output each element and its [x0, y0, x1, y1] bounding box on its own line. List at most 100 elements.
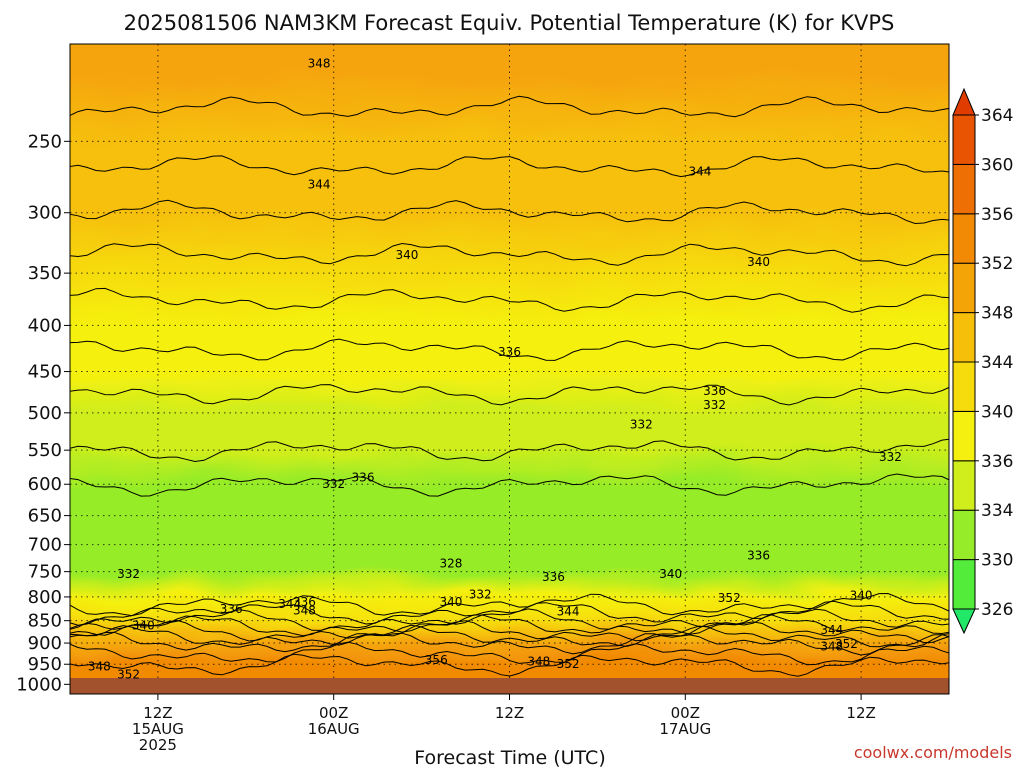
y-tick-label: 300 — [28, 203, 62, 224]
contour-label: 340 — [132, 618, 155, 632]
contour-line — [70, 95, 949, 118]
colorbar-label: 336 — [981, 452, 1013, 472]
contour-label: 352 — [557, 657, 580, 671]
y-tick-label: 500 — [28, 403, 62, 424]
y-tick-label: 450 — [28, 362, 62, 383]
x-tick-label: 00Z — [671, 704, 700, 722]
colorbar-swatch — [952, 213, 976, 264]
contour-label: 336 — [703, 384, 726, 398]
colorbar-swatch — [952, 262, 976, 314]
colorbar-swatch — [952, 410, 976, 462]
y-tick-label: 350 — [28, 263, 62, 284]
y-tick-label: 850 — [28, 611, 62, 632]
contour-label: 340 — [747, 255, 770, 269]
contour-label: 328 — [439, 557, 462, 571]
contour-label: 348 — [293, 603, 316, 617]
contour-line — [70, 287, 949, 313]
contour-line — [70, 155, 949, 178]
contour-line — [70, 338, 949, 361]
y-tick-label: 950 — [28, 654, 62, 675]
contour-label: 344 — [278, 597, 301, 611]
contour-label: 348 — [820, 640, 843, 654]
contour-label: 348 — [527, 654, 550, 668]
contour-label: 340 — [659, 567, 682, 581]
y-tick-label: 700 — [28, 535, 62, 556]
colorbar-label: 334 — [981, 501, 1013, 521]
contour-line — [70, 641, 949, 666]
colorbar-label: 326 — [981, 600, 1013, 620]
y-tick-label: 800 — [28, 587, 62, 608]
contour-label: 332 — [469, 587, 492, 601]
contour-label: 352 — [718, 591, 741, 605]
contour-label: 352 — [835, 637, 858, 651]
credit-text: coolwx.com/models — [854, 743, 1012, 762]
contour-label: 348 — [308, 57, 331, 71]
colorbar-label: 364 — [981, 106, 1013, 126]
y-tick-label: 550 — [28, 440, 62, 461]
contour-label: 336 — [747, 549, 770, 563]
contour-label: 336 — [498, 345, 521, 359]
colorbar-label: 360 — [981, 155, 1013, 175]
colorbar-arrow-high — [952, 87, 976, 116]
contour-line — [70, 600, 949, 626]
x-axis-label: Forecast Time (UTC) — [414, 747, 605, 768]
y-axis: 250 300 350 400 450 500 550 600 650 700 750 800 850 9… — [16, 131, 70, 695]
x-tick-label: 12Z — [846, 704, 875, 722]
colorbar-swatch — [952, 312, 976, 363]
contour-label: 336 — [293, 595, 316, 609]
x-tick-label: 17AUG — [659, 720, 711, 738]
y-tick-label: 650 — [28, 506, 62, 527]
y-tick-label: 600 — [28, 474, 62, 495]
contour-label: 344 — [688, 164, 711, 178]
colorbar: 326 330 334 336 340 344 348 352 356 360 364 — [952, 87, 1013, 635]
y-tick-label: 750 — [28, 562, 62, 583]
colorbar-swatch — [952, 460, 976, 511]
contour-line — [70, 473, 949, 497]
y-tick-label: 1000 — [16, 674, 62, 695]
x-tick-label: 2025 — [139, 736, 177, 754]
colorbar-swatch — [952, 163, 976, 215]
contour-label: 340 — [439, 595, 462, 609]
contour-label: 336 — [352, 471, 375, 485]
contour-label: 332 — [322, 477, 345, 491]
contour-label: 344 — [557, 604, 580, 618]
contour-line — [70, 242, 949, 267]
contour-lines — [70, 95, 949, 677]
y-tick-label: 250 — [28, 131, 62, 152]
x-tick-label: 12Z — [143, 704, 172, 722]
contour-label: 336 — [220, 602, 243, 616]
colorbar-swatch — [952, 559, 976, 610]
contour-line — [70, 619, 949, 644]
contour-label: 352 — [117, 667, 140, 681]
contour-line — [70, 608, 949, 631]
contour-label: 332 — [703, 398, 726, 412]
contour-line — [70, 199, 949, 225]
contour-line — [70, 592, 949, 617]
colorbar-label: 330 — [981, 551, 1013, 571]
contour-label: 332 — [879, 450, 902, 464]
x-tick-label: 00Z — [319, 704, 348, 722]
y-tick-label: 400 — [28, 315, 62, 336]
x-tick-label: 15AUG — [132, 720, 184, 738]
x-tick-label: 16AUG — [308, 720, 360, 738]
colorbar-swatch — [952, 509, 976, 561]
colorbar-label: 356 — [981, 205, 1013, 225]
colorbar-arrow-low — [952, 608, 976, 635]
contour-label: 344 — [820, 623, 843, 637]
contour-label: 340 — [395, 248, 418, 262]
ground-surface — [70, 678, 949, 694]
contour-label: 344 — [308, 177, 331, 191]
contour-label: 336 — [542, 570, 565, 584]
colorbar-label: 344 — [981, 353, 1013, 373]
colorbar-label: 340 — [981, 402, 1013, 422]
contour-label: 332 — [117, 567, 140, 581]
x-tick-label: 12Z — [495, 704, 524, 722]
colorbar-label: 348 — [981, 304, 1013, 324]
contour-label: 356 — [425, 653, 448, 667]
contour-line — [70, 653, 949, 677]
contour-line — [70, 384, 949, 406]
